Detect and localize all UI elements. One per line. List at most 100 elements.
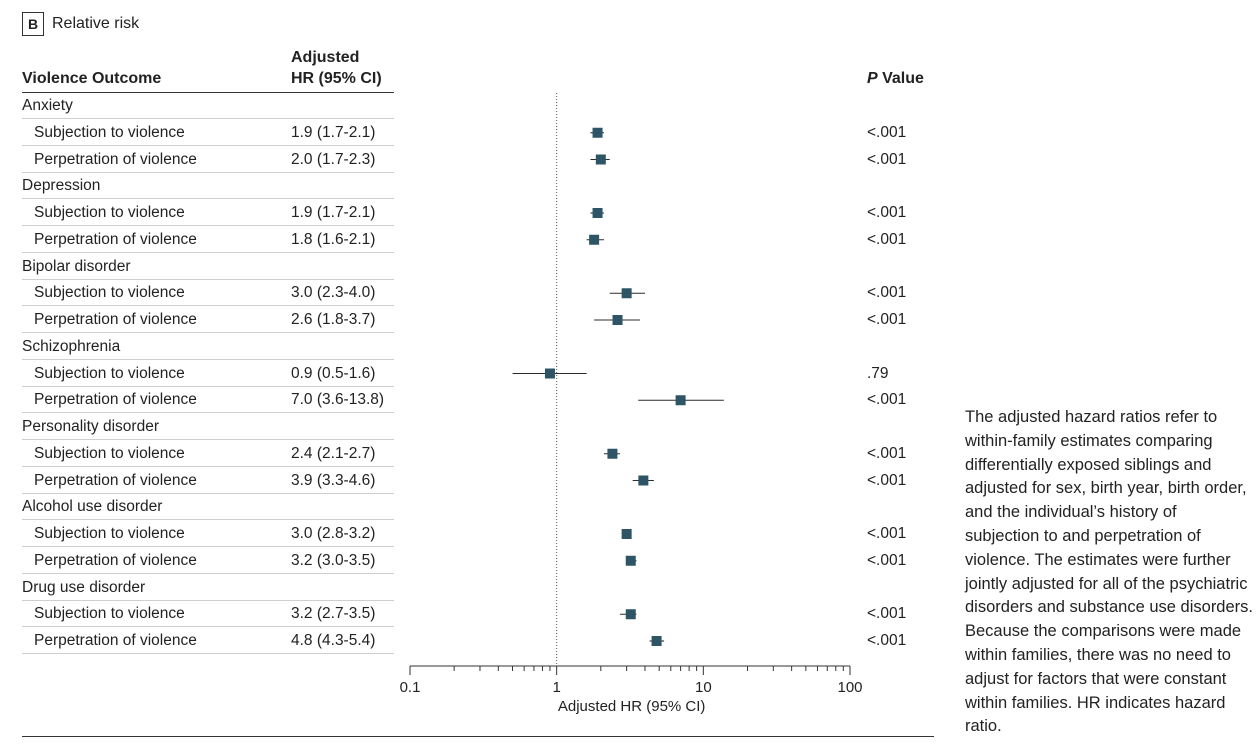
category-row: Alcohol use disorder bbox=[0, 494, 940, 521]
table-row: Subjection to violence 3.0 (2.8-3.2) <.001 bbox=[0, 521, 940, 547]
outcome-label: Perpetration of violence bbox=[34, 551, 197, 569]
hr-marker bbox=[651, 636, 662, 646]
outcome-label: Perpetration of violence bbox=[34, 230, 197, 248]
category-row: Bipolar disorder bbox=[0, 254, 940, 280]
category-row: Drug use disorder bbox=[0, 575, 940, 601]
table-row: Subjection to violence 1.9 (1.7-2.1) <.001 bbox=[0, 200, 940, 226]
row-separator bbox=[22, 626, 394, 628]
hr-marker bbox=[589, 234, 600, 245]
table-row: Perpetration of violence 7.0 (3.6-13.8) <.… bbox=[0, 387, 940, 414]
category-label: Depression bbox=[22, 177, 101, 195]
x-tick-label: 1 bbox=[552, 679, 560, 696]
row-separator bbox=[22, 251, 394, 253]
category-label: Anxiety bbox=[22, 97, 73, 114]
category-row: Depression bbox=[0, 173, 940, 200]
row-separator bbox=[22, 225, 394, 226]
row-separator bbox=[22, 412, 394, 414]
header-p-value: P Value bbox=[867, 70, 924, 88]
hr-value: 3.9 (3.3-4.6) bbox=[291, 471, 376, 489]
row-separator bbox=[22, 439, 394, 440]
p-value: <.001 bbox=[867, 632, 907, 649]
p-value: <.001 bbox=[867, 551, 907, 569]
hr-value: 2.0 (1.7-2.3) bbox=[291, 150, 376, 168]
hr-value: 4.8 (4.3-5.4) bbox=[291, 632, 376, 649]
forest-plot: 0.1 1 10 100 Adjusted HR (95% CI) bbox=[400, 93, 863, 715]
category-label: Drug use disorder bbox=[22, 578, 146, 596]
hr-value: 3.0 (2.3-4.0) bbox=[291, 284, 376, 302]
panel-title: Relative risk bbox=[52, 15, 140, 32]
outcome-label: Perpetration of violence bbox=[34, 311, 197, 328]
hr-marker bbox=[592, 127, 603, 138]
p-value: <.001 bbox=[867, 525, 907, 542]
category-label: Personality disorder bbox=[22, 418, 159, 435]
row-separator bbox=[22, 358, 394, 360]
table-row: Subjection to violence 1.9 (1.7-2.1) <.001 bbox=[0, 120, 940, 146]
outcome-label: Perpetration of violence bbox=[34, 150, 197, 168]
outcome-label: Perpetration of violence bbox=[34, 632, 197, 649]
table-row: Perpetration of violence 2.0 (1.7-2.3) <.0… bbox=[0, 147, 940, 173]
hr-marker bbox=[544, 368, 555, 379]
hr-marker bbox=[625, 609, 636, 620]
hr-value: 1.9 (1.7-2.1) bbox=[291, 204, 376, 221]
outcome-label: Subjection to violence bbox=[34, 444, 185, 462]
hr-value: 0.9 (0.5-1.6) bbox=[291, 364, 376, 382]
p-value: <.001 bbox=[867, 123, 907, 141]
table-row: Perpetration of violence 3.2 (3.0-3.5) <.0… bbox=[0, 548, 940, 574]
outcome-label: Subjection to violence bbox=[34, 123, 185, 141]
category-label: Bipolar disorder bbox=[22, 257, 131, 275]
category-row: Schizophrenia bbox=[0, 334, 940, 360]
p-value: <.001 bbox=[867, 311, 907, 328]
header-adjusted: Adjusted bbox=[291, 49, 360, 66]
table-row: Perpetration of violence 1.8 (1.6-2.1) <.0… bbox=[0, 227, 940, 253]
hr-value: 1.9 (1.7-2.1) bbox=[291, 123, 376, 141]
p-value: <.001 bbox=[867, 391, 907, 409]
row-separator bbox=[22, 546, 394, 547]
table-row: Subjection to violence 2.4 (2.1-2.7) <.001 bbox=[0, 441, 940, 467]
row-separator bbox=[22, 492, 394, 494]
p-value: <.001 bbox=[867, 204, 907, 221]
p-value: <.001 bbox=[867, 444, 907, 462]
category-row: Anxiety bbox=[0, 93, 940, 119]
p-value: .79 bbox=[867, 364, 889, 382]
x-axis-title: Adjusted HR (95% CI) bbox=[558, 698, 706, 715]
hr-marker bbox=[675, 395, 686, 406]
panel-letter: B bbox=[22, 12, 44, 36]
row-separator bbox=[22, 653, 394, 654]
row-separator bbox=[22, 144, 394, 146]
hr-value: 3.2 (3.0-3.5) bbox=[291, 551, 376, 569]
hr-marker bbox=[607, 448, 618, 459]
p-value: <.001 bbox=[867, 605, 907, 623]
p-value: <.001 bbox=[867, 471, 907, 489]
outcome-label: Subjection to violence bbox=[34, 364, 185, 382]
row-separator bbox=[22, 599, 394, 601]
category-label: Alcohol use disorder bbox=[22, 498, 163, 516]
outcome-label: Subjection to violence bbox=[34, 525, 185, 542]
p-value: <.001 bbox=[867, 284, 907, 302]
category-row: Personality disorder bbox=[0, 414, 940, 440]
row-separator bbox=[22, 305, 394, 307]
row-separator bbox=[22, 465, 394, 467]
x-tick-label: 10 bbox=[695, 679, 712, 696]
row-separator bbox=[22, 572, 394, 574]
table-row: Subjection to violence 3.0 (2.3-4.0) <.001 bbox=[0, 280, 940, 307]
row-separator bbox=[22, 519, 394, 521]
hr-value: 2.4 (2.1-2.7) bbox=[291, 444, 376, 462]
row-separator bbox=[22, 278, 394, 280]
header-p-rest: Value bbox=[877, 70, 924, 87]
hr-marker bbox=[595, 154, 606, 165]
row-separator bbox=[22, 171, 394, 173]
p-value: <.001 bbox=[867, 150, 907, 168]
hr-marker bbox=[612, 315, 623, 325]
table-row: Subjection to violence 3.2 (2.7-3.5) <.001 bbox=[0, 601, 940, 628]
hr-value: 3.0 (2.8-3.2) bbox=[291, 525, 376, 542]
panel-label: B Relative risk bbox=[22, 12, 139, 36]
row-separator bbox=[22, 118, 394, 119]
x-tick-label: 100 bbox=[837, 679, 862, 696]
row-separator bbox=[22, 332, 394, 333]
hr-marker bbox=[592, 208, 603, 218]
bottom-rule bbox=[22, 736, 934, 737]
hr-value: 1.8 (1.6-2.1) bbox=[291, 230, 376, 248]
outcome-label: Perpetration of violence bbox=[34, 471, 197, 489]
header-rule bbox=[22, 92, 394, 93]
header-p-italic: P bbox=[867, 70, 878, 87]
